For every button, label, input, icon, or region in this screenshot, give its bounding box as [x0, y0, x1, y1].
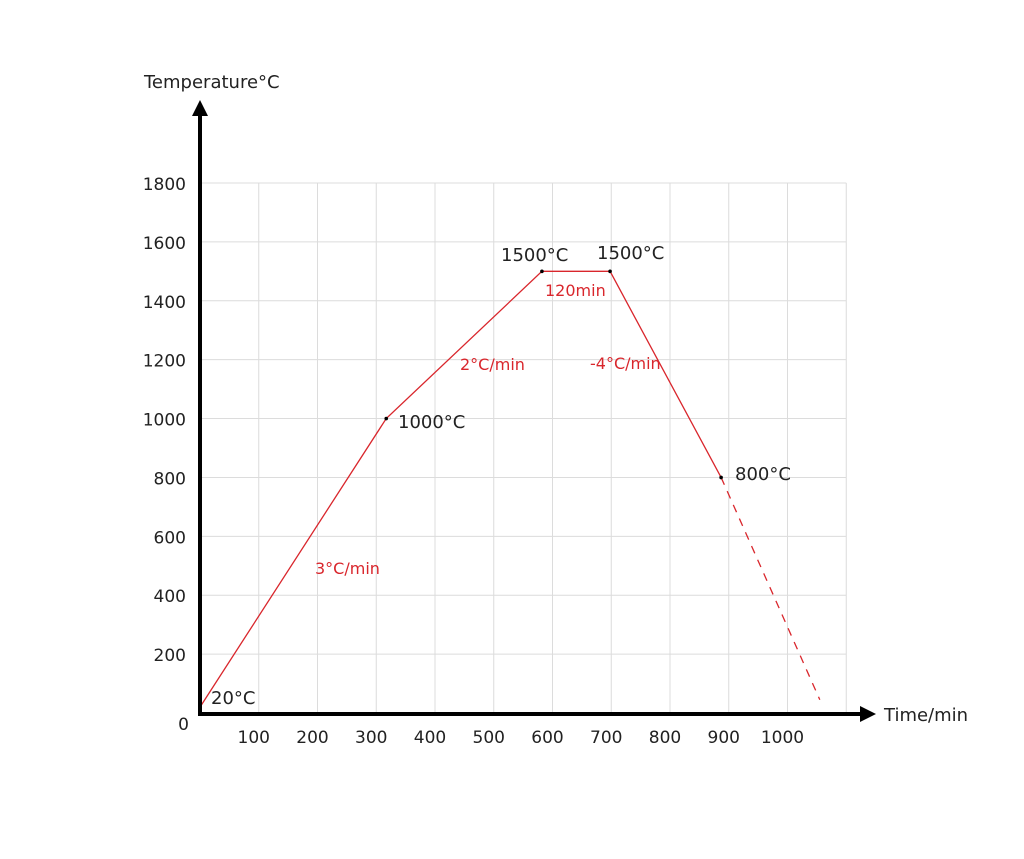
y-axis-arrow-icon — [192, 100, 208, 116]
point-label-start: 20°C — [211, 688, 255, 709]
x-tick-label: 1000 — [761, 728, 804, 748]
y-axis-title: Temperature°C — [143, 72, 280, 93]
y-tick-label: 200 — [154, 646, 186, 666]
data-point — [608, 269, 612, 274]
rate-label-minus-4: -4°C/min — [590, 354, 661, 373]
point-label-800: 800°C — [735, 464, 791, 485]
y-tick-label: 1000 — [143, 411, 186, 431]
y-tick-label: 1800 — [143, 175, 186, 195]
x-axis-arrow-icon — [860, 706, 876, 722]
x-tick-label: 600 — [531, 728, 563, 748]
data-point — [540, 269, 544, 274]
y-tick-label: 1400 — [143, 293, 186, 313]
x-tick-label: 700 — [590, 728, 622, 748]
x-tick-label: 400 — [414, 728, 446, 748]
y-tick-label: 400 — [154, 587, 186, 607]
x-tick-label: 300 — [355, 728, 387, 748]
data-point — [719, 475, 723, 480]
point-label-1000: 1000°C — [398, 412, 465, 433]
x-axis-title: Time/min — [883, 705, 968, 726]
y-tick-label: 600 — [154, 528, 186, 548]
solid-series-line — [199, 270, 722, 708]
dashed-series-line — [720, 477, 821, 701]
x-tick-label: 500 — [473, 728, 505, 748]
rate-label-3: 3°C/min — [315, 559, 380, 578]
x-tick-label: 100 — [238, 728, 270, 748]
rate-label-2: 2°C/min — [460, 355, 525, 374]
data-point — [384, 416, 389, 421]
y-tick-label: 1200 — [143, 352, 186, 372]
y-tick-label: 0 — [178, 715, 189, 735]
x-tick-label: 200 — [296, 728, 328, 748]
point-label-1500-b: 1500°C — [597, 243, 664, 264]
point-label-1500-a: 1500°C — [501, 245, 568, 266]
y-tick-label: 1600 — [143, 234, 186, 254]
hold-label: 120min — [545, 281, 606, 300]
tick-labels: 100 200 300 400 500 600 700 800 900 1000 0 200 400 60… — [143, 175, 804, 748]
x-tick-label: 800 — [649, 728, 681, 748]
series — [199, 269, 821, 708]
y-tick-label: 800 — [154, 469, 186, 489]
x-tick-label: 900 — [708, 728, 740, 748]
